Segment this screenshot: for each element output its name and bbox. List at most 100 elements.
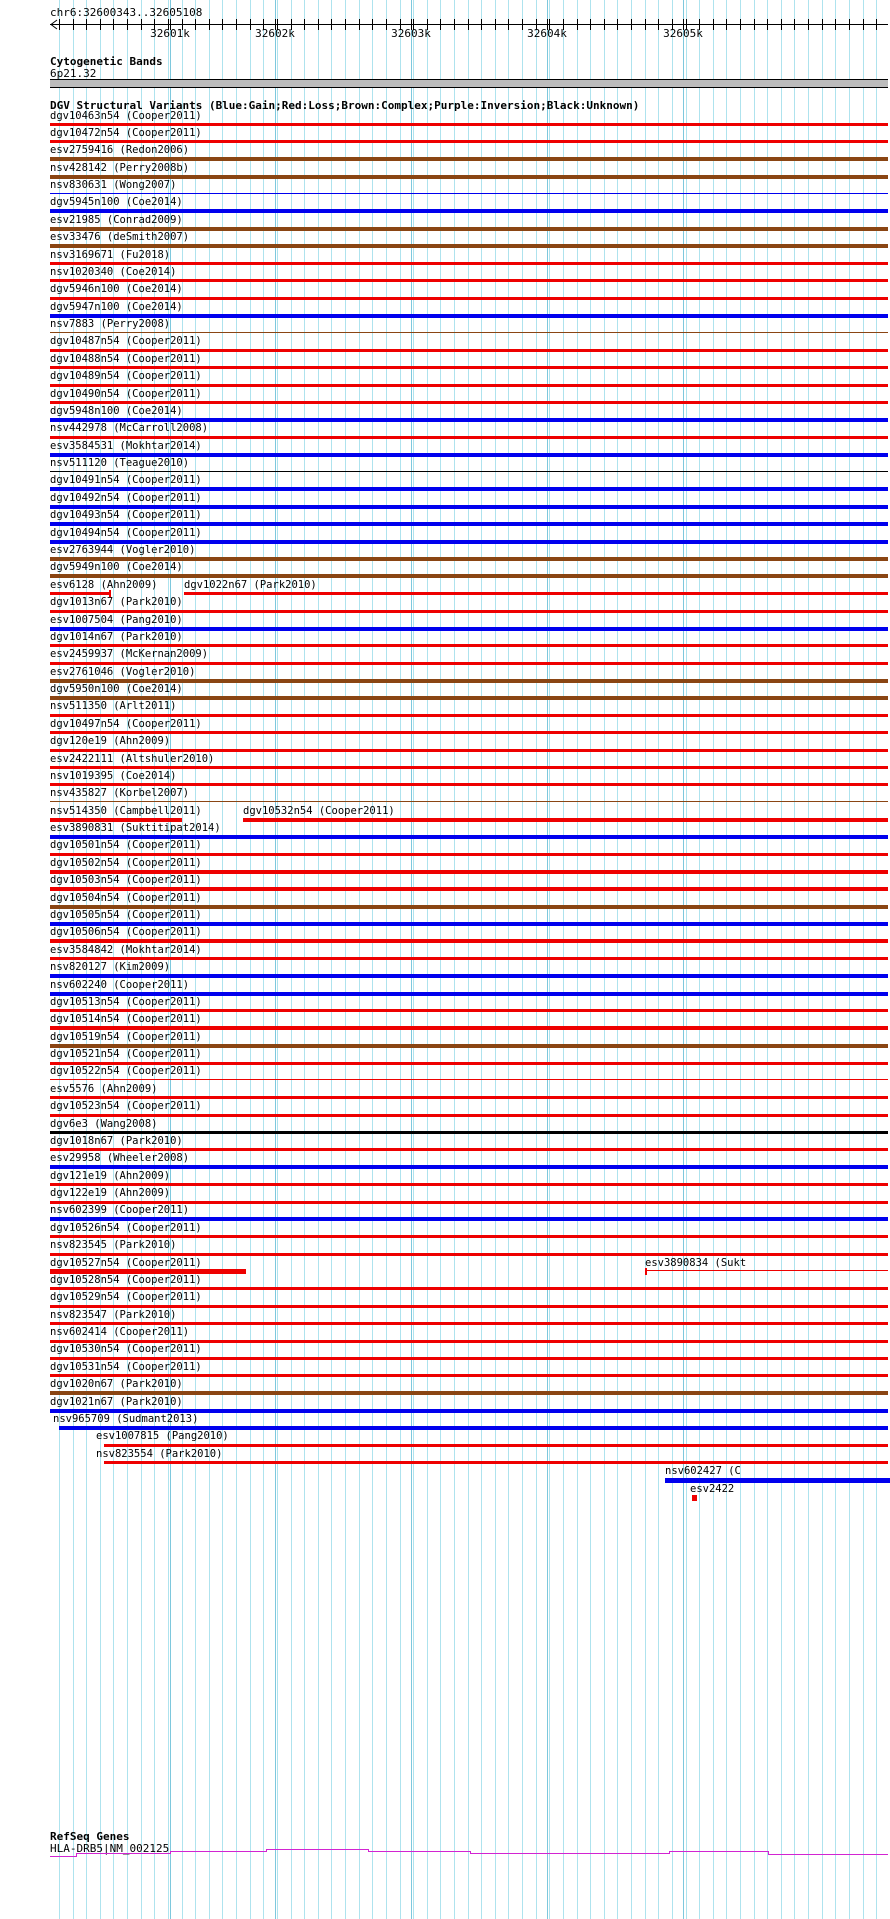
dgv-variant-bar[interactable] <box>50 279 888 283</box>
dgv-variant-label[interactable]: esv3584842 (Mokhtar2014) <box>50 943 202 956</box>
dgv-variant-label[interactable]: dgv10523n54 (Cooper2011) <box>50 1100 202 1113</box>
dgv-variant-label[interactable]: dgv1022n67 (Park2010) <box>184 578 317 591</box>
dgv-variant-label[interactable]: esv2759416 (Redon2006) <box>50 144 190 157</box>
dgv-variant-bar[interactable] <box>50 366 888 370</box>
dgv-variant-bar[interactable] <box>50 991 888 996</box>
dgv-variant-label[interactable]: dgv10503n54 (Cooper2011) <box>50 874 202 887</box>
dgv-variant-bar[interactable] <box>50 1043 888 1048</box>
dgv-variant-bar[interactable] <box>50 452 888 457</box>
dgv-variant-label[interactable]: nsv830631 (Wong2007) <box>50 179 177 192</box>
dgv-variant-label[interactable]: dgv10493n54 (Cooper2011) <box>50 509 202 522</box>
dgv-variant-bar[interactable] <box>50 957 888 961</box>
dgv-variant-bar[interactable] <box>50 192 888 194</box>
dgv-variant-label[interactable]: dgv1014n67 (Park2010) <box>50 630 183 643</box>
dgv-variant-label[interactable]: dgv5947n100 (Coe2014) <box>50 300 183 313</box>
dgv-variant-label[interactable]: dgv10490n54 (Cooper2011) <box>50 387 202 400</box>
dgv-variant-label[interactable]: nsv1020340 (Coe2014) <box>50 265 177 278</box>
dgv-variant-bar[interactable] <box>50 904 888 909</box>
dgv-variant-label[interactable]: nsv1019395 (Coe2014) <box>50 769 177 782</box>
dgv-variant-bar[interactable] <box>50 574 888 579</box>
dgv-variant-label[interactable]: nsv511120 (Teague2010) <box>50 457 190 470</box>
dgv-variant-label[interactable]: dgv10513n54 (Cooper2011) <box>50 995 202 1008</box>
dgv-variant-bar[interactable] <box>104 1461 888 1465</box>
dgv-variant-bar[interactable] <box>59 1426 888 1430</box>
dgv-variant-label[interactable]: dgv10494n54 (Cooper2011) <box>50 526 202 539</box>
dgv-variant-bar[interactable] <box>50 766 888 770</box>
dgv-variant-label[interactable]: dgv10489n54 (Cooper2011) <box>50 370 202 383</box>
dgv-variant-label[interactable]: nsv965709 (Sudmant2013) <box>53 1413 199 1425</box>
dgv-variant-bar[interactable] <box>50 383 888 387</box>
dgv-variant-bar[interactable] <box>50 1304 888 1308</box>
dgv-variant-label[interactable]: esv1007815 (Pang2010) <box>96 1430 229 1443</box>
dgv-variant-label[interactable]: dgv10501n54 (Cooper2011) <box>50 839 202 852</box>
dgv-variant-label[interactable]: dgv10506n54 (Cooper2011) <box>50 926 202 939</box>
dgv-variant-bar[interactable] <box>50 939 888 944</box>
dgv-variant-bar[interactable] <box>50 731 888 735</box>
dgv-variant-label[interactable]: esv2459937 (McKernan2009) <box>50 648 209 661</box>
dgv-variant-bar[interactable] <box>50 401 888 405</box>
dgv-variant-label[interactable]: nsv442978 (McCarroll2008) <box>50 422 209 435</box>
dgv-variant-label[interactable]: dgv1018n67 (Park2010) <box>50 1134 183 1147</box>
dgv-variant-label[interactable]: nsv823554 (Park2010) <box>96 1447 223 1460</box>
dgv-variant-bar[interactable] <box>50 487 888 492</box>
dgv-variant-label[interactable]: dgv120e19 (Ahn2009) <box>50 735 171 748</box>
refseq-gene-label[interactable]: HLA-DRB5|NM_002125 <box>50 1842 170 1855</box>
dgv-variant-label[interactable]: dgv10504n54 (Cooper2011) <box>50 891 202 904</box>
dgv-variant-bar[interactable] <box>50 1339 888 1343</box>
refseq-gene-segment[interactable] <box>768 1854 888 1855</box>
dgv-variant-bar[interactable] <box>50 661 888 665</box>
coordinate-ruler[interactable]: chr6:32600343..32605108 32601k 32602k 3260… <box>0 0 890 46</box>
dgv-variant-label[interactable]: dgv5945n100 (Coe2014) <box>50 196 183 209</box>
dgv-variant-label[interactable]: dgv10531n54 (Cooper2011) <box>50 1360 202 1373</box>
dgv-variant-bar[interactable] <box>50 974 888 979</box>
dgv-variant-label[interactable]: dgv10514n54 (Cooper2011) <box>50 1013 202 1026</box>
dgv-variant-label[interactable]: nsv602399 (Cooper2011) <box>50 1204 190 1217</box>
dgv-variant-label[interactable]: dgv122e19 (Ahn2009) <box>50 1187 171 1200</box>
dgv-variant-bar[interactable] <box>50 470 888 472</box>
dgv-variant-label[interactable]: nsv823545 (Park2010) <box>50 1239 177 1252</box>
dgv-variant-bar[interactable] <box>50 800 888 802</box>
dgv-variant-bar[interactable] <box>50 713 888 717</box>
dgv-variant-label[interactable]: dgv10526n54 (Cooper2011) <box>50 1221 202 1234</box>
dgv-variant-label[interactable]: nsv602414 (Cooper2011) <box>50 1326 190 1339</box>
dgv-variant-label[interactable]: dgv10519n54 (Cooper2011) <box>50 1030 202 1043</box>
refseq-gene-segment[interactable] <box>170 1851 266 1852</box>
dgv-variant-bar[interactable] <box>50 852 888 856</box>
dgv-variant-bar[interactable] <box>50 748 888 752</box>
dgv-variant-label[interactable]: dgv10522n54 (Cooper2011) <box>50 1065 202 1078</box>
dgv-variant-bar[interactable] <box>50 1096 888 1100</box>
dgv-variant-label[interactable]: nsv602240 (Cooper2011) <box>50 978 190 991</box>
refseq-gene-segment[interactable] <box>266 1849 368 1850</box>
dgv-variant-label[interactable]: esv5576 (Ahn2009) <box>50 1082 158 1095</box>
dgv-variant-label[interactable]: esv6128 (Ahn2009) <box>50 578 158 591</box>
dgv-variant-bar[interactable] <box>50 783 888 787</box>
dgv-variant-label[interactable]: dgv10463n54 (Cooper2011) <box>50 109 202 122</box>
dgv-variant-label[interactable]: nsv428142 (Perry2008b) <box>50 161 190 174</box>
refseq-gene-segment[interactable] <box>76 1853 170 1854</box>
dgv-variant-bar[interactable] <box>50 1113 888 1117</box>
dgv-variant-bar[interactable] <box>50 1235 888 1239</box>
dgv-variant-label[interactable]: esv21985 (Conrad2009) <box>50 213 183 226</box>
dgv-variant-bar[interactable] <box>50 1408 888 1413</box>
dgv-variant-bar[interactable] <box>50 504 888 509</box>
dgv-variant-label[interactable]: dgv10532n54 (Cooper2011) <box>243 804 395 817</box>
dgv-variant-label[interactable]: nsv820127 (Kim2009) <box>50 961 171 974</box>
dgv-variant-label[interactable]: esv3584531 (Mokhtar2014) <box>50 439 202 452</box>
dgv-variant-bar[interactable] <box>50 539 888 544</box>
dgv-variant-label[interactable]: nsv435827 (Korbel2007) <box>50 787 190 800</box>
dgv-variant-label[interactable]: dgv10502n54 (Cooper2011) <box>50 856 202 869</box>
dgv-variant-label[interactable]: dgv1013n67 (Park2010) <box>50 596 183 609</box>
refseq-gene-segment[interactable] <box>368 1851 470 1852</box>
dgv-variant-label[interactable]: esv1007504 (Pang2010) <box>50 613 183 626</box>
dgv-variant-bar[interactable] <box>50 140 888 144</box>
dgv-variant-label[interactable]: dgv10492n54 (Cooper2011) <box>50 491 202 504</box>
dgv-variant-label[interactable]: dgv6e3 (Wang2008) <box>50 1117 158 1130</box>
dgv-variant-bar[interactable] <box>50 835 888 840</box>
dgv-variant-bar[interactable] <box>50 123 888 126</box>
dgv-variant-label[interactable]: dgv5950n100 (Coe2014) <box>50 683 183 696</box>
dgv-variant-bar[interactable] <box>50 417 888 422</box>
dgv-variant-label[interactable]: nsv511350 (Arlt2011) <box>50 700 177 713</box>
dgv-variant-label[interactable]: dgv10530n54 (Cooper2011) <box>50 1343 202 1356</box>
dgv-variant-label[interactable]: esv2422 <box>690 1482 735 1495</box>
dgv-variant-bar[interactable] <box>50 1391 888 1396</box>
